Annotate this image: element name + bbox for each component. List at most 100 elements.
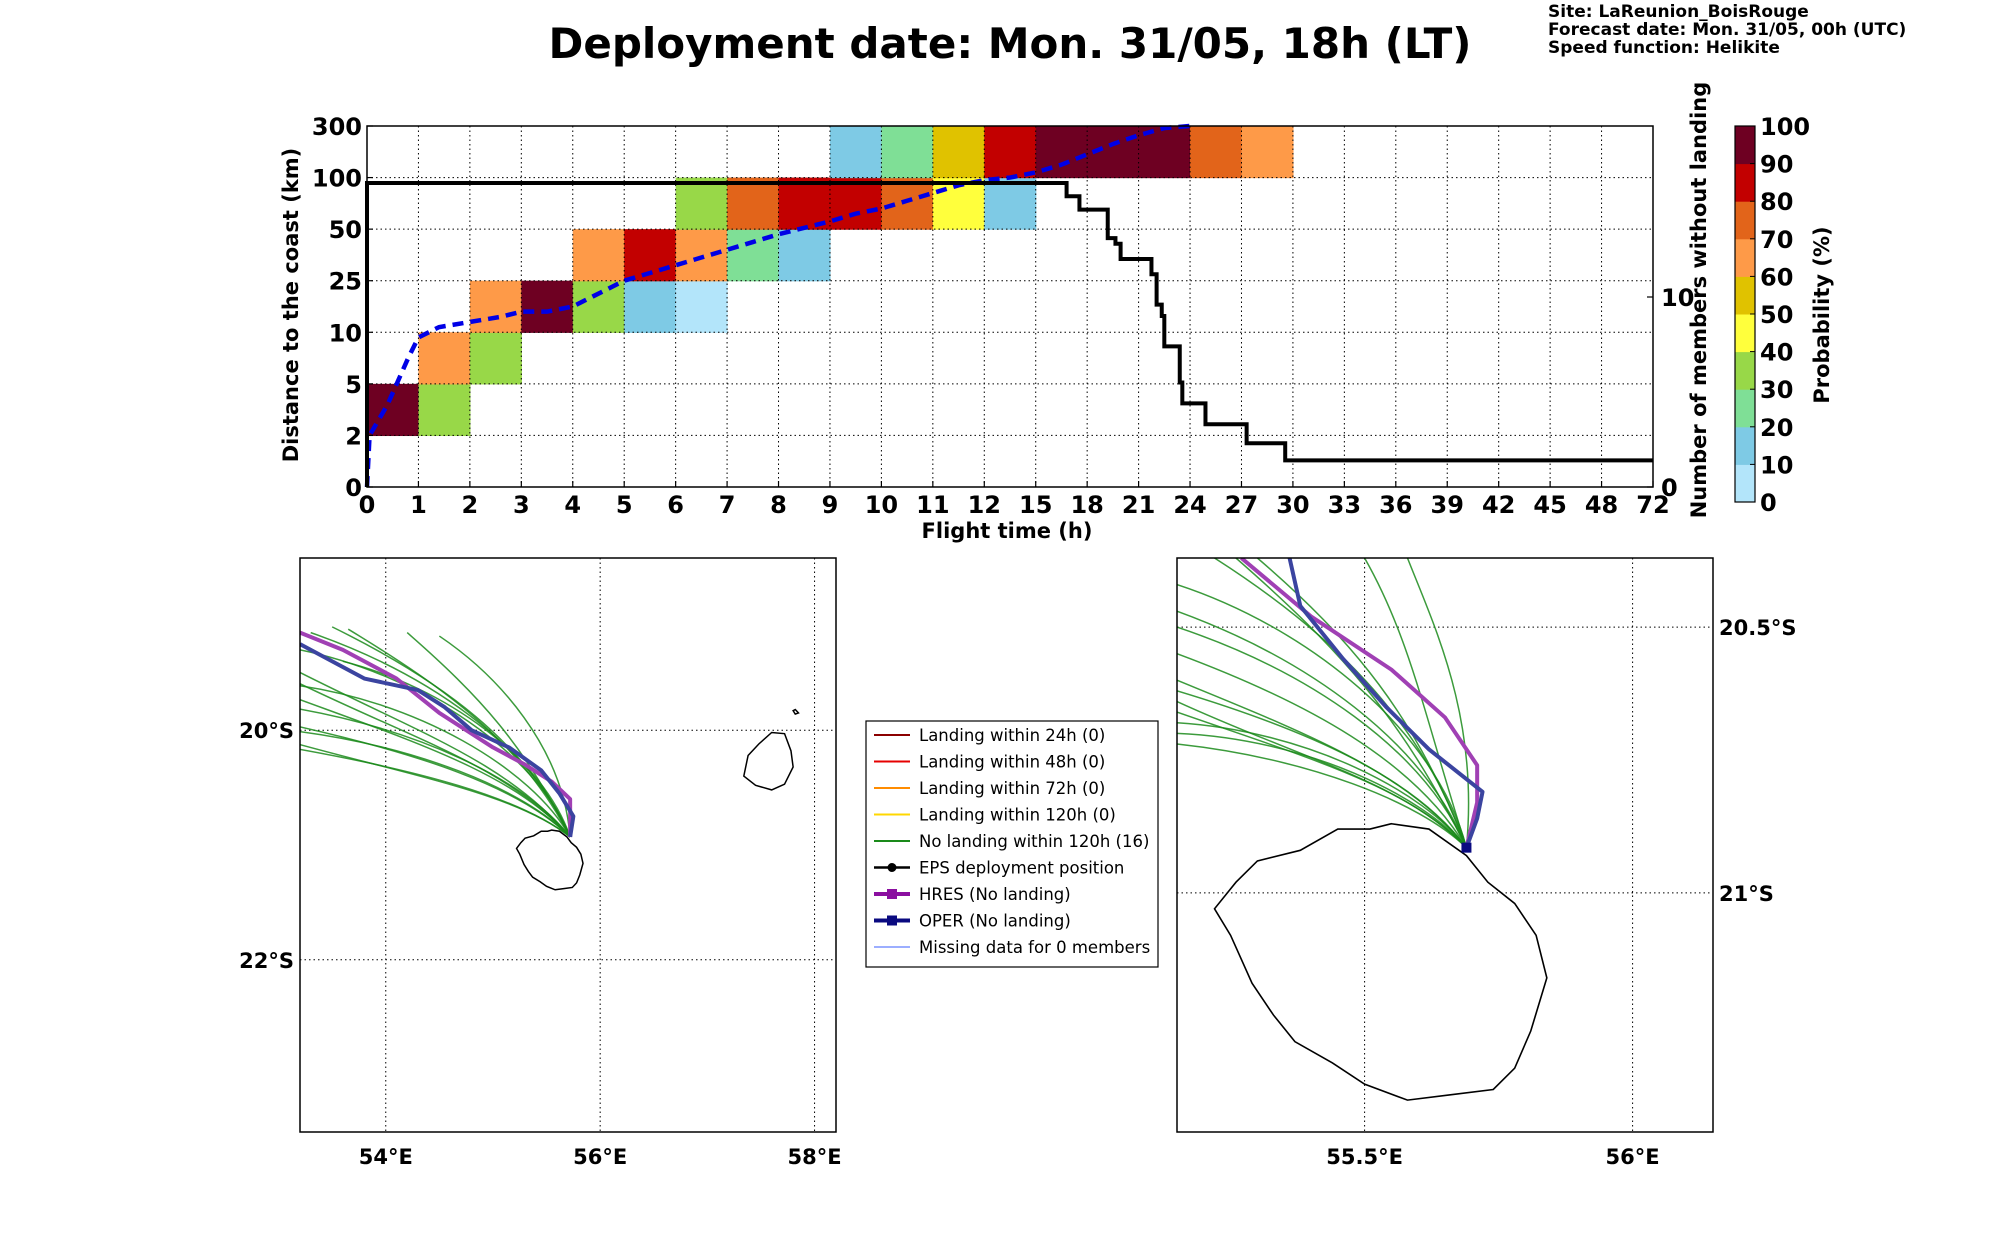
x-tick-label: 3 [513, 491, 530, 519]
ensemble-trajectory [406, 632, 571, 838]
x-tick-label: 2 [462, 491, 479, 519]
heatmap-cell-22 [881, 126, 934, 179]
legend-label-2: Landing within 72h (0) [919, 779, 1105, 798]
reunion-coastline [1213, 822, 1548, 1101]
islet-coastline [792, 708, 800, 716]
ensemble-trajectory [300, 730, 571, 838]
heatmap-cell-15 [727, 177, 780, 230]
ensemble-trajectory [300, 649, 571, 838]
heatmap-cell-6 [572, 280, 625, 333]
map-frame [1176, 557, 1714, 1133]
legend-label-7: OPER (No landing) [919, 912, 1071, 931]
ensemble-trajectory [1177, 652, 1468, 849]
ensemble-trajectory [300, 671, 571, 838]
colorbar-label: Probability (%) [1810, 226, 1834, 403]
x-tick-label: 27 [1225, 491, 1258, 519]
mauritius-coastline [742, 731, 794, 791]
ensemble-trajectory [1363, 558, 1468, 848]
ensemble-trajectory [1177, 722, 1468, 849]
lon-tick-label: 56°E [573, 1145, 627, 1169]
y-tick-label: 300 [312, 113, 362, 141]
heatmap-frame [366, 125, 1654, 488]
chart-title: Deployment date: Mon. 31/05, 18h (LT) [548, 19, 1471, 68]
legend-label-4: No landing within 120h (16) [919, 832, 1149, 851]
x-tick-label: 5 [616, 491, 633, 519]
legend-marker-7 [887, 915, 897, 926]
legend-label-0: Landing within 24h (0) [919, 726, 1105, 745]
colorbar-segment-6 [1735, 238, 1755, 277]
colorbar-tick-label: 80 [1760, 188, 1793, 216]
colorbar-tick-label: 90 [1760, 151, 1793, 179]
legend-marker-6 [887, 889, 897, 899]
heatmap-cell-17 [829, 177, 882, 230]
legend-label-6: HRES (No landing) [919, 885, 1071, 904]
median-distance-line [364, 123, 1191, 488]
ensemble-trajectory [300, 726, 571, 838]
x-tick-label: 39 [1431, 491, 1464, 519]
ensemble-trajectory [300, 682, 571, 838]
oper-trajectory [300, 642, 576, 838]
x-tick-label: 1 [410, 491, 427, 519]
ensemble-trajectory [1256, 558, 1468, 848]
ensemble-trajectory [1177, 690, 1468, 849]
x-tick-label: 4 [564, 491, 581, 519]
lat-tick-label: 20°S [239, 719, 294, 743]
colorbar-tick-label: 70 [1760, 226, 1793, 254]
y-tick-label: 5 [345, 371, 362, 399]
legend-label-5: EPS deployment position [919, 859, 1124, 878]
colorbar-tick-label: 10 [1760, 451, 1793, 479]
lat-tick-label: 21°S [1719, 882, 1774, 906]
ensemble-trajectory [1177, 743, 1467, 849]
heatmap-panel: 0 1 2 3 4 5 6 7 8 9 10 11 12 15 18 21 24 27 30 33 36 39 42 45 48… [312, 113, 1695, 519]
legend-label-1: Landing within 48h (0) [919, 753, 1105, 772]
oper-trajectory [1287, 558, 1485, 849]
heatmap-cell-23 [932, 126, 985, 179]
colorbar-tick-label: 40 [1760, 339, 1793, 367]
ensemble-trajectory [300, 748, 571, 838]
y2-tick-label: 0 [1661, 474, 1678, 502]
heatmap-cell-18 [881, 177, 934, 230]
x-tick-label: 18 [1070, 491, 1103, 519]
x-tick-label: 8 [770, 491, 787, 519]
members-without-landing-line [365, 181, 1653, 487]
colorbar-segment-7 [1735, 201, 1755, 240]
x-tick-label: 24 [1173, 491, 1206, 519]
lon-tick-label: 56°E [1606, 1145, 1660, 1169]
ensemble-trajectory [1177, 583, 1468, 848]
heatmap-cell-8 [675, 280, 728, 333]
heatmap-cell-4 [469, 280, 522, 333]
legend-frame [865, 720, 1159, 968]
y-tick-label: 100 [312, 165, 362, 193]
map-plot-area [300, 558, 836, 1132]
lat-tick-label: 20.5°S [1719, 616, 1796, 640]
zoom-map: 55.5°E 56°E 20.5°S 21°S [1176, 557, 1796, 1169]
y2-tick-label: 10 [1661, 284, 1694, 312]
x-tick-label: 10 [865, 491, 898, 519]
heatmap-cell-21 [829, 126, 882, 179]
colorbar-segment-0 [1735, 464, 1755, 503]
colorbar-segment-2 [1735, 389, 1755, 428]
x-tick-label: 7 [719, 491, 736, 519]
ensemble-trajectory [1177, 626, 1468, 848]
y-tick-label: 25 [329, 268, 362, 296]
legend-label-8: Missing data for 0 members [919, 938, 1150, 957]
colorbar-segment-1 [1735, 426, 1755, 465]
colorbar-segment-3 [1735, 351, 1755, 390]
colorbar-tick-label: 60 [1760, 263, 1793, 291]
legend-marker-5 [887, 863, 897, 872]
x-axis-label: Flight time (h) [922, 519, 1093, 543]
legend-label-3: Landing within 120h (0) [919, 806, 1116, 825]
x-tick-label: 12 [968, 491, 1001, 519]
x-tick-label: 15 [1019, 491, 1052, 519]
x-tick-label: 36 [1379, 491, 1412, 519]
heatmap-cell-1 [418, 383, 471, 437]
heatmap-cell-9 [572, 229, 625, 282]
y-tick-label: 0 [345, 474, 362, 502]
ensemble-trajectory [1235, 558, 1468, 848]
lat-tick-label: 22°S [239, 949, 294, 973]
lon-tick-label: 58°E [788, 1145, 842, 1169]
ensemble-trajectory [300, 685, 571, 838]
y-tick-label: 2 [345, 422, 362, 450]
ensemble-trajectory [438, 635, 571, 838]
